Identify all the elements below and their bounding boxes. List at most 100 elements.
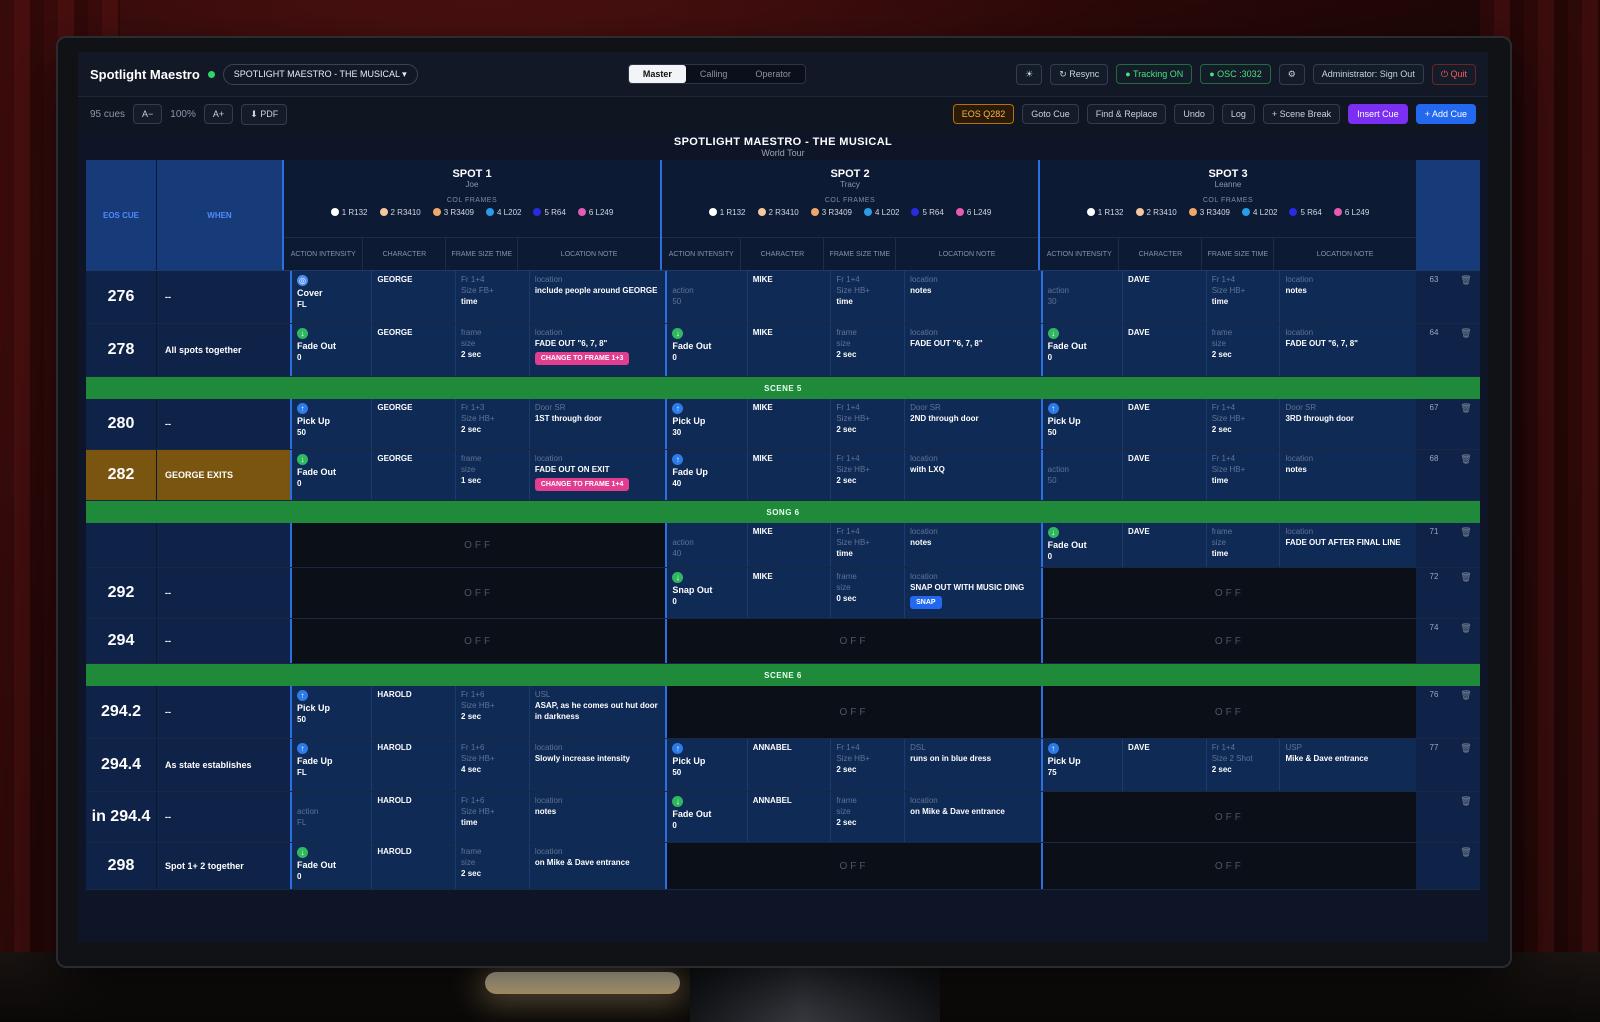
location-cell[interactable]: location FADE OUT ON EXIT CHANGE TO FRAME … [530,450,666,500]
character-cell[interactable]: DAVE [1123,399,1207,449]
frame-cell[interactable]: frame size 0 sec [831,568,906,618]
delete-row-button[interactable]: 🗑 [1451,523,1480,567]
scene-separator[interactable]: SCENE 5 [86,377,1480,399]
osc-status[interactable]: ● OSC :3032 [1200,64,1271,84]
action-cell[interactable]: ↑ Pick Up 50 [292,399,373,449]
resync-button[interactable]: ↻ Resync [1050,63,1109,85]
frame-cell[interactable]: Fr 1+6 Size HB+ 4 sec [456,739,530,791]
frame-swatch[interactable]: 1 R132 [708,208,746,217]
location-cell[interactable]: USP Mike & Dave entrance [1280,739,1416,791]
font-increase-button[interactable]: A+ [203,104,234,124]
frame-cell[interactable]: Fr 1+4 Size 2 Shot 2 sec [1207,739,1281,791]
action-cell[interactable]: ↓ Fade Out 0 [1043,324,1124,376]
frame-swatch[interactable]: 5 R64 [911,208,944,217]
insert-cue-button[interactable]: Insert Cue [1348,104,1408,124]
action-cell[interactable]: action 40 [667,523,748,567]
action-cell[interactable]: ↑ Pick Up 75 [1043,739,1124,791]
pdf-button[interactable]: ⬇ PDF [241,103,288,125]
frame-swatch[interactable]: 2 R3410 [379,208,421,217]
character-cell[interactable]: MIKE [748,568,832,618]
tracking-toggle[interactable]: ● Tracking ON [1116,64,1193,84]
action-cell[interactable]: ↓ Fade Out 0 [667,792,748,842]
frame-cell[interactable]: frame size 2 sec [831,324,906,376]
frame-cell[interactable]: frame size time [1207,523,1281,567]
frame-swatch[interactable]: 6 L249 [955,208,991,217]
frame-cell[interactable]: frame size 2 sec [456,324,530,376]
cue-row[interactable]: 294 -- OFF OFF OFF 74 🗑 [86,619,1480,664]
change-chip[interactable]: SNAP [910,595,942,610]
delete-row-button[interactable]: 🗑 [1451,619,1480,663]
character-cell[interactable]: MIKE [748,271,832,323]
when-cell[interactable]: -- [156,792,290,842]
when-cell[interactable]: Spot 1+ 2 together [156,843,290,889]
location-cell[interactable]: location FADE OUT "6, 7, 8" CHANGE TO FRAM… [530,324,666,376]
frame-cell[interactable]: Fr 1+3 Size HB+ 2 sec [456,399,530,449]
delete-row-button[interactable]: 🗑 [1451,399,1480,449]
frame-cell[interactable]: Fr 1+4 Size HB+ time [1207,271,1281,323]
when-cell[interactable]: -- [156,619,290,663]
when-cell[interactable]: -- [156,399,290,449]
action-cell[interactable]: ↓ Fade Out 0 [292,324,373,376]
location-cell[interactable]: location notes [530,792,666,842]
frame-swatch[interactable]: 3 R3409 [432,208,474,217]
action-cell[interactable]: ↓ Fade Out 0 [667,324,748,376]
cue-row[interactable]: OFF action 40 MIKE Fr 1+4 Size HB+ time loc… [86,523,1480,568]
frame-swatch[interactable]: 4 L202 [486,208,521,217]
frame-cell[interactable]: frame size 2 sec [1207,324,1281,376]
cue-row[interactable]: 294.4 As state establishes ↑ Fade Up FL HA… [86,739,1480,792]
when-cell[interactable]: All spots together [156,324,290,376]
when-cell[interactable]: -- [156,568,290,618]
frame-swatch[interactable]: 5 R64 [1289,208,1322,217]
action-cell[interactable]: action 50 [1043,450,1124,500]
when-cell[interactable]: As state establishes [156,739,290,791]
location-cell[interactable]: location include people around GEORGE [530,271,666,323]
sign-out-button[interactable]: Administrator: Sign Out [1312,64,1424,84]
character-cell[interactable]: HAROLD [372,739,457,791]
frame-cell[interactable]: Fr 1+6 Size HB+ time [456,792,530,842]
frame-swatch[interactable]: 2 R3410 [1135,208,1177,217]
character-cell[interactable]: MIKE [748,523,832,567]
delete-row-button[interactable]: 🗑 [1451,686,1480,738]
action-cell[interactable]: ↑ Pick Up 30 [667,399,748,449]
character-cell[interactable]: DAVE [1123,739,1207,791]
frame-swatch[interactable]: 6 L249 [1333,208,1369,217]
character-cell[interactable]: HAROLD [372,686,457,738]
action-cell[interactable]: ↓ Fade Out 0 [292,843,373,889]
frame-swatch[interactable]: 6 L249 [577,208,613,217]
when-cell[interactable]: -- [156,686,290,738]
quit-button[interactable]: ⏻ Quit [1431,63,1476,85]
action-cell[interactable]: ↑ Pick Up 50 [667,739,748,791]
find-replace-button[interactable]: Find & Replace [1086,104,1167,124]
character-cell[interactable]: HAROLD [372,792,457,842]
location-cell[interactable]: Door SR 1ST through door [530,399,666,449]
action-cell[interactable]: ↓ Fade Out 0 [1043,523,1124,567]
cue-row[interactable]: in 294.4 -- action FL HAROLD Fr 1+6 Size H… [86,792,1480,843]
frame-swatch[interactable]: 4 L202 [864,208,899,217]
log-button[interactable]: Log [1221,104,1255,124]
location-cell[interactable]: USL ASAP, as he comes out hut door in dar… [530,686,666,738]
delete-row-button[interactable]: 🗑 [1451,843,1480,889]
character-cell[interactable]: GEORGE [372,271,457,323]
action-cell[interactable]: ↓ Snap Out 0 [667,568,748,618]
character-cell[interactable]: ANNABEL [748,739,832,791]
frame-cell[interactable]: frame size 2 sec [456,843,530,889]
location-cell[interactable]: location Slowly increase intensity [530,739,666,791]
character-cell[interactable]: HAROLD [372,843,457,889]
character-cell[interactable]: MIKE [748,399,832,449]
frame-cell[interactable]: Fr 1+4 Size HB+ 2 sec [831,739,906,791]
frame-cell[interactable]: Fr 1+4 Size FB+ time [456,271,530,323]
show-selector[interactable]: SPOTLIGHT MAESTRO - THE MUSICAL ▾ [222,63,418,85]
frame-cell[interactable]: frame size 1 sec [456,450,530,500]
character-cell[interactable]: GEORGE [372,399,457,449]
when-cell[interactable] [156,523,290,567]
location-cell[interactable]: location on Mike & Dave entrance [905,792,1041,842]
change-chip[interactable]: CHANGE TO FRAME 1+4 [534,477,630,492]
change-chip[interactable]: CHANGE TO FRAME 1+3 [534,351,630,366]
scene-separator[interactable]: SONG 6 [86,501,1480,523]
action-cell[interactable]: ↑ Pick Up 50 [292,686,373,738]
frame-cell[interactable]: Fr 1+4 Size HB+ time [831,271,906,323]
character-cell[interactable]: ANNABEL [748,792,832,842]
action-cell[interactable]: action FL [292,792,373,842]
frame-swatch[interactable]: 4 L202 [1242,208,1277,217]
location-cell[interactable]: location notes [905,523,1041,567]
